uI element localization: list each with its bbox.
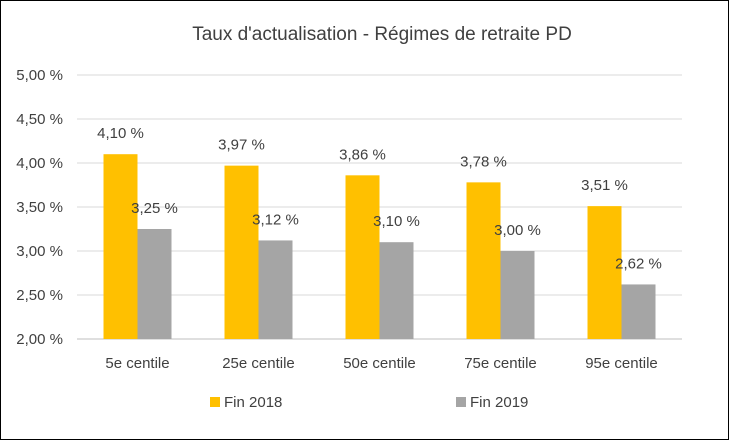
data-labels: 4,10 % 3,25 % 3,97 % 3,12 % 3,86 % 3,10 % 3,78…	[97, 125, 662, 272]
legend: Fin 2018 Fin 2019	[210, 394, 528, 411]
legend-swatch	[210, 397, 220, 407]
y-tick-label: 2,00 %	[16, 331, 63, 348]
bar-fin-2018	[466, 182, 501, 339]
y-tick-label: 4,00 %	[16, 155, 63, 172]
x-axis: 5e centile 25e centile 50e centile 75e cent…	[105, 355, 657, 372]
bar-fin-2019	[500, 251, 535, 339]
data-label: 3,25 %	[131, 200, 178, 217]
bars	[103, 154, 656, 339]
y-tick-label: 5,00 %	[16, 67, 63, 84]
data-label: 3,86 %	[339, 146, 386, 163]
y-tick-label: 2,50 %	[16, 287, 63, 304]
x-tick-label: 50e centile	[343, 355, 416, 372]
data-label: 3,00 %	[494, 222, 541, 239]
data-label: 3,78 %	[460, 153, 507, 170]
y-axis: 2,00 % 2,50 % 3,00 % 3,50 % 4,00 % 4,50 % 5,00…	[16, 67, 63, 348]
data-label: 3,10 %	[373, 213, 420, 230]
bar-fin-2019	[621, 284, 656, 339]
y-tick-label: 3,00 %	[16, 243, 63, 260]
x-tick-label: 5e centile	[105, 355, 169, 372]
data-label: 4,10 %	[97, 125, 144, 142]
legend-label: Fin 2018	[224, 394, 282, 411]
data-label: 3,12 %	[252, 211, 299, 228]
bar-fin-2018	[103, 154, 138, 339]
bar-fin-2018	[345, 175, 380, 339]
data-label: 2,62 %	[615, 255, 662, 272]
bar-fin-2018	[224, 165, 259, 339]
y-tick-label: 4,50 %	[16, 111, 63, 128]
data-label: 3,51 %	[581, 177, 628, 194]
bar-fin-2019	[258, 240, 293, 339]
y-tick-label: 3,50 %	[16, 199, 63, 216]
x-tick-label: 95e centile	[585, 355, 658, 372]
legend-swatch	[456, 397, 466, 407]
data-label: 3,97 %	[218, 137, 265, 154]
bar-fin-2019	[137, 229, 172, 339]
bar-fin-2019	[379, 242, 414, 339]
legend-label: Fin 2019	[470, 394, 528, 411]
x-tick-label: 75e centile	[464, 355, 537, 372]
chart-title: Taux d'actualisation - Régimes de retrai…	[192, 24, 572, 45]
x-tick-label: 25e centile	[222, 355, 295, 372]
bar-fin-2018	[587, 206, 622, 339]
